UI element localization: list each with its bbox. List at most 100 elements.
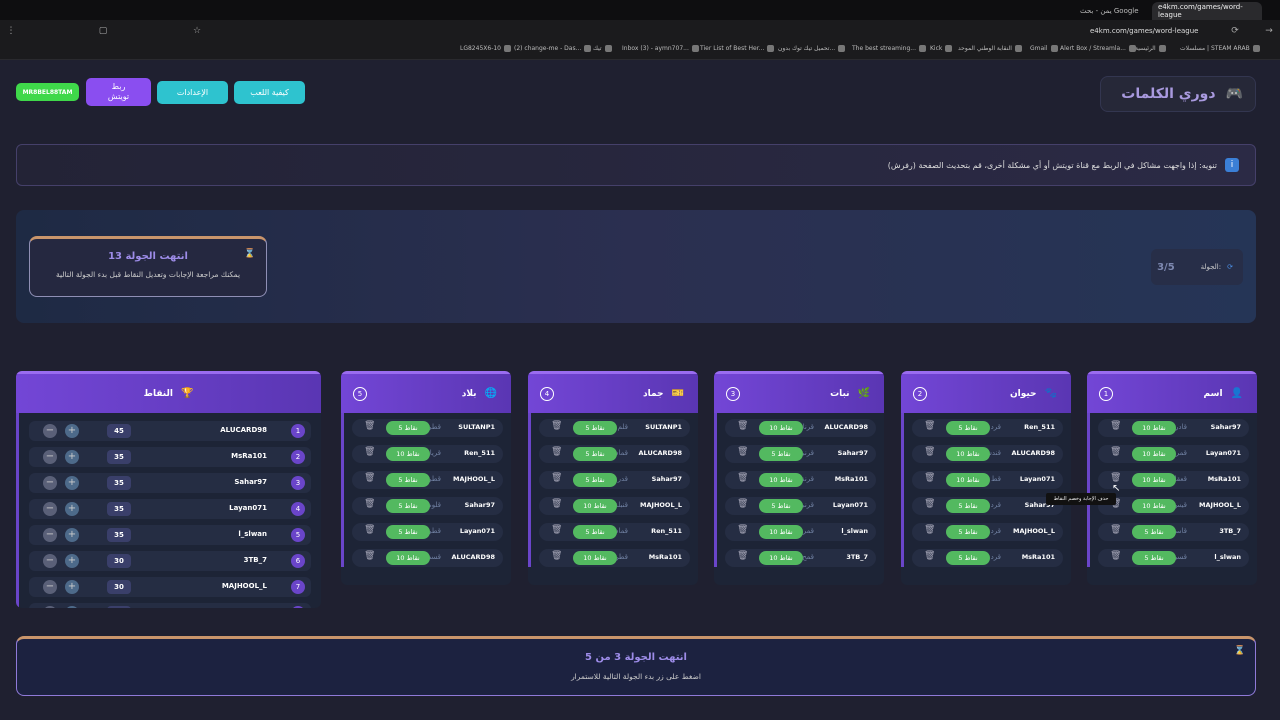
bookmark-item[interactable]: الرئيسية xyxy=(1135,45,1166,52)
points-badge[interactable]: 10 نقاط xyxy=(1132,447,1176,461)
reload-icon[interactable]: ⟳ xyxy=(1231,26,1239,36)
minus-icon[interactable]: − xyxy=(43,580,57,594)
trash-icon[interactable]: 🗑 xyxy=(924,499,936,509)
minus-icon[interactable]: − xyxy=(43,476,57,490)
trash-icon[interactable]: 🗑 xyxy=(364,447,376,457)
minus-icon[interactable]: − xyxy=(43,528,57,542)
trash-icon[interactable]: 🗑 xyxy=(551,473,563,483)
points-badge[interactable]: 5 نقاط xyxy=(386,421,430,435)
points-badge[interactable]: 5 نقاط xyxy=(386,473,430,487)
plus-icon[interactable]: + xyxy=(65,502,79,516)
points-badge[interactable]: 5 نقاط xyxy=(386,499,430,513)
trash-icon[interactable]: 🗑 xyxy=(551,525,563,535)
settings-button[interactable]: الإعدادات xyxy=(157,81,228,104)
points-badge[interactable]: 5 نقاط xyxy=(946,499,990,513)
how-to-play-button[interactable]: كيفية اللعب xyxy=(234,81,305,104)
address-bar[interactable]: e4km.com/games/word-league xyxy=(1090,27,1199,35)
twitch-link-button[interactable]: ربط تويتش xyxy=(86,78,151,106)
bookmark-item[interactable]: LG8245X6-10 xyxy=(460,45,511,52)
plus-icon[interactable]: + xyxy=(65,450,79,464)
trash-icon[interactable]: 🗑 xyxy=(737,421,749,431)
trash-icon[interactable]: 🗑 xyxy=(364,499,376,509)
menu-icon[interactable]: ⋮ xyxy=(6,26,16,36)
plus-icon[interactable]: + xyxy=(65,606,79,608)
minus-icon[interactable]: − xyxy=(43,606,57,608)
trash-icon[interactable]: 🗑 xyxy=(1110,421,1122,431)
bookmark-item[interactable]: تحميل تيك توك بدون... xyxy=(778,45,846,52)
bookmark-item[interactable]: تيك xyxy=(593,45,612,52)
plus-icon[interactable]: + xyxy=(65,476,79,490)
trash-icon[interactable]: 🗑 xyxy=(364,421,376,431)
trash-icon[interactable]: 🗑 xyxy=(737,473,749,483)
points-badge[interactable]: 5 نقاط xyxy=(946,421,990,435)
trash-icon[interactable]: 🗑 xyxy=(737,551,749,561)
points-badge[interactable]: 10 نقاط xyxy=(1132,499,1176,513)
trash-icon[interactable]: 🗑 xyxy=(1110,525,1122,535)
points-badge[interactable]: 5 نقاط xyxy=(946,525,990,539)
points-badge[interactable]: 5 نقاط xyxy=(386,525,430,539)
points-badge[interactable]: 10 نقاط xyxy=(386,447,430,461)
bookmark-item[interactable]: Tier List of Best Her... xyxy=(700,45,775,52)
minus-icon[interactable]: − xyxy=(43,450,57,464)
minus-icon[interactable]: − xyxy=(43,424,57,438)
trash-icon[interactable]: 🗑 xyxy=(551,499,563,509)
points-badge[interactable]: 10 نقاط xyxy=(573,499,617,513)
points-badge[interactable]: 5 نقاط xyxy=(573,473,617,487)
minus-icon[interactable]: − xyxy=(43,502,57,516)
points-badge[interactable]: 10 نقاط xyxy=(946,447,990,461)
trash-icon[interactable]: 🗑 xyxy=(924,447,936,457)
points-badge[interactable]: 10 نقاط xyxy=(946,473,990,487)
points-badge[interactable]: 10 نقاط xyxy=(386,551,430,565)
bookmark-item[interactable]: Gmail xyxy=(1030,45,1058,52)
points-badge[interactable]: 10 نقاط xyxy=(759,525,803,539)
points-badge[interactable]: 5 نقاط xyxy=(573,447,617,461)
bookmark-item[interactable]: (2) change-me - Das... xyxy=(514,45,592,52)
points-badge[interactable]: 10 نقاط xyxy=(759,473,803,487)
points-badge[interactable]: 5 نقاط xyxy=(1132,551,1176,565)
tab-word-league[interactable]: e4km.com/games/word-league xyxy=(1152,2,1262,20)
trash-icon[interactable]: 🗑 xyxy=(1110,551,1122,561)
bookmark-item[interactable]: The best streaming... xyxy=(852,45,926,52)
points-badge[interactable]: 10 نقاط xyxy=(1132,473,1176,487)
plus-icon[interactable]: + xyxy=(65,580,79,594)
trash-icon[interactable]: 🗑 xyxy=(924,525,936,535)
trash-icon[interactable]: 🗑 xyxy=(737,447,749,457)
trash-icon[interactable]: 🗑 xyxy=(364,525,376,535)
points-badge[interactable]: 10 نقاط xyxy=(759,421,803,435)
user-badge[interactable]: MR8BEL88TAM xyxy=(16,83,79,101)
trash-icon[interactable]: 🗑 xyxy=(364,551,376,561)
bookmark-item[interactable]: مسلسلات | STEAM ARAB xyxy=(1180,45,1260,52)
points-badge[interactable]: 10 نقاط xyxy=(1132,421,1176,435)
plus-icon[interactable]: + xyxy=(65,528,79,542)
bookmark-item[interactable]: Alert Box / Streamla... xyxy=(1060,45,1136,52)
points-badge[interactable]: 5 نقاط xyxy=(759,499,803,513)
points-badge[interactable]: 5 نقاط xyxy=(573,525,617,539)
trash-icon[interactable]: 🗑 xyxy=(924,421,936,431)
trash-icon[interactable]: 🗑 xyxy=(737,525,749,535)
bookmark-item[interactable]: Kick xyxy=(930,45,953,52)
trash-icon[interactable]: 🗑 xyxy=(364,473,376,483)
trash-icon[interactable]: 🗑 xyxy=(551,447,563,457)
trash-icon[interactable]: 🗑 xyxy=(551,551,563,561)
trash-icon[interactable]: 🗑 xyxy=(737,499,749,509)
points-badge[interactable]: 5 نقاط xyxy=(1132,525,1176,539)
trash-icon[interactable]: 🗑 xyxy=(924,551,936,561)
points-badge[interactable]: 10 نقاط xyxy=(759,551,803,565)
bookmark-item[interactable]: النقابة الوطني الموحد xyxy=(958,45,1022,52)
trash-icon[interactable]: 🗑 xyxy=(1110,447,1122,457)
extension-icon[interactable]: ▢ xyxy=(98,26,108,36)
site-logo[interactable]: دوري الكلمات 🎮 xyxy=(1100,76,1256,112)
points-badge[interactable]: 10 نقاط xyxy=(573,551,617,565)
points-badge[interactable]: 5 نقاط xyxy=(573,421,617,435)
minus-icon[interactable]: − xyxy=(43,554,57,568)
points-badge[interactable]: 5 نقاط xyxy=(759,447,803,461)
trash-icon[interactable]: 🗑 xyxy=(551,421,563,431)
back-icon[interactable]: → xyxy=(1265,26,1273,36)
bookmark-item[interactable]: Inbox (3) - aymn707... xyxy=(622,45,699,52)
plus-icon[interactable]: + xyxy=(65,424,79,438)
plus-icon[interactable]: + xyxy=(65,554,79,568)
points-badge[interactable]: 5 نقاط xyxy=(946,551,990,565)
star-icon[interactable]: ☆ xyxy=(192,26,202,36)
trash-icon[interactable]: 🗑 xyxy=(924,473,936,483)
tab-google[interactable]: يمن - بحث Google xyxy=(1080,7,1139,15)
